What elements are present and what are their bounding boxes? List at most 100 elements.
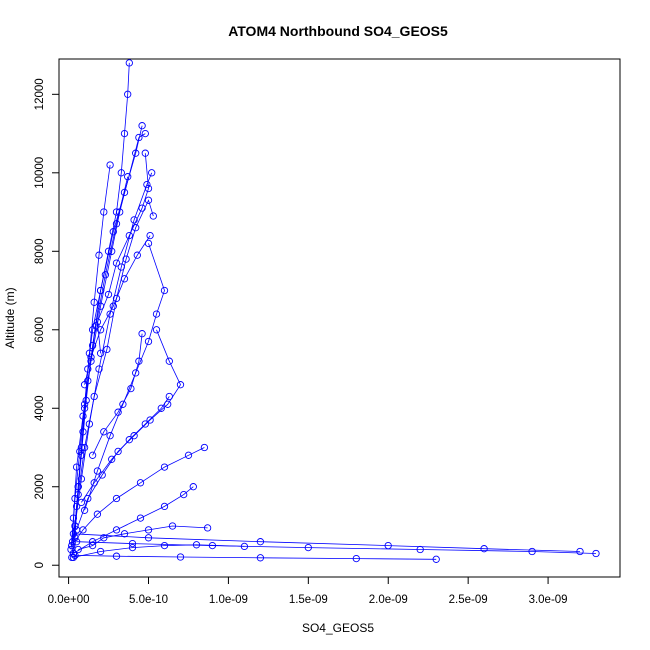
data-point bbox=[352, 554, 360, 563]
data-point bbox=[76, 447, 84, 456]
data-point bbox=[90, 479, 98, 487]
y-axis: 0 2000 4000 6000 8000 10000 12000 bbox=[34, 78, 60, 568]
series-line bbox=[74, 176, 129, 538]
data-point bbox=[165, 357, 173, 365]
data-point bbox=[96, 349, 105, 357]
data-point bbox=[160, 463, 169, 471]
data-point bbox=[148, 169, 156, 177]
data-point bbox=[125, 59, 133, 67]
data-point bbox=[77, 475, 86, 483]
data-point bbox=[132, 369, 140, 377]
data-series bbox=[71, 173, 132, 542]
data-point bbox=[101, 271, 110, 279]
x-tick-label: 5.0e-10 bbox=[129, 594, 168, 606]
data-point bbox=[112, 294, 121, 303]
data-point bbox=[71, 551, 79, 560]
data-point bbox=[165, 392, 173, 401]
data-point bbox=[160, 286, 169, 295]
data-point bbox=[152, 326, 161, 334]
series-line bbox=[76, 329, 181, 531]
data-point bbox=[384, 541, 392, 550]
data-point bbox=[132, 224, 140, 232]
data-point bbox=[100, 208, 108, 216]
data-point bbox=[74, 545, 82, 554]
data-point bbox=[189, 483, 197, 491]
data-point bbox=[160, 502, 169, 511]
data-point bbox=[77, 498, 86, 507]
series-line bbox=[73, 125, 143, 554]
data-point bbox=[119, 400, 127, 408]
data-point bbox=[136, 479, 145, 487]
data-point bbox=[84, 494, 92, 503]
data-point bbox=[96, 547, 105, 556]
data-point bbox=[68, 541, 76, 550]
data-point bbox=[304, 543, 312, 552]
data-point bbox=[127, 384, 135, 393]
data-point bbox=[114, 447, 122, 456]
data-point bbox=[184, 451, 193, 459]
data-point bbox=[122, 255, 130, 263]
series-line bbox=[92, 333, 143, 456]
data-series bbox=[68, 161, 114, 550]
data-point bbox=[67, 545, 75, 554]
data-point bbox=[80, 381, 89, 389]
data-point bbox=[93, 467, 102, 475]
data-point bbox=[108, 455, 116, 463]
data-point bbox=[136, 514, 145, 522]
data-point bbox=[256, 554, 265, 562]
series-line bbox=[71, 164, 111, 546]
data-point bbox=[138, 122, 146, 130]
data-point bbox=[144, 337, 153, 346]
chart-title: ATOM4 Northbound SO4_GEOS5 bbox=[228, 23, 448, 39]
data-point bbox=[106, 161, 114, 169]
data-point bbox=[144, 196, 153, 204]
data-point bbox=[95, 365, 103, 373]
data-point bbox=[168, 522, 177, 530]
data-point bbox=[124, 173, 132, 181]
data-point bbox=[112, 259, 121, 267]
data-point bbox=[528, 547, 536, 556]
data-point bbox=[143, 180, 151, 189]
data-series bbox=[69, 483, 197, 558]
data-point bbox=[117, 169, 125, 177]
data-point bbox=[100, 428, 108, 436]
series-line bbox=[73, 486, 194, 554]
data-point bbox=[141, 420, 149, 428]
data-point bbox=[112, 494, 121, 503]
data-point bbox=[88, 538, 97, 546]
data-point bbox=[203, 524, 212, 532]
data-point bbox=[90, 298, 98, 306]
data-point bbox=[69, 549, 78, 558]
data-series bbox=[80, 231, 154, 389]
data-point bbox=[157, 404, 165, 412]
data-point bbox=[92, 322, 100, 330]
data-point bbox=[80, 400, 89, 408]
data-point bbox=[130, 216, 138, 224]
data-point bbox=[95, 251, 103, 259]
y-axis-label: Altitude (m) bbox=[3, 287, 17, 348]
data-point bbox=[125, 436, 133, 444]
data-point bbox=[256, 538, 265, 546]
data-point bbox=[109, 302, 117, 310]
x-tick-label: 1.0e-09 bbox=[209, 594, 248, 606]
data-point bbox=[112, 526, 121, 534]
data-point bbox=[152, 310, 161, 318]
data-point bbox=[176, 381, 185, 389]
series-line bbox=[71, 447, 205, 546]
series-line bbox=[74, 555, 437, 560]
data-point bbox=[106, 432, 114, 440]
data-point bbox=[124, 90, 132, 98]
data-series bbox=[88, 330, 146, 459]
data-point bbox=[141, 129, 149, 138]
data-series bbox=[72, 538, 600, 558]
data-point bbox=[144, 534, 153, 542]
y-tick-label: 6000 bbox=[34, 317, 46, 343]
data-series bbox=[68, 443, 209, 550]
x-axis-label: SO4_GEOS5 bbox=[302, 621, 374, 635]
series-line bbox=[84, 243, 165, 511]
y-tick-label: 10000 bbox=[34, 157, 46, 189]
data-point bbox=[135, 357, 143, 365]
data-point bbox=[87, 353, 95, 361]
data-point bbox=[79, 428, 87, 436]
data-point bbox=[114, 408, 122, 416]
